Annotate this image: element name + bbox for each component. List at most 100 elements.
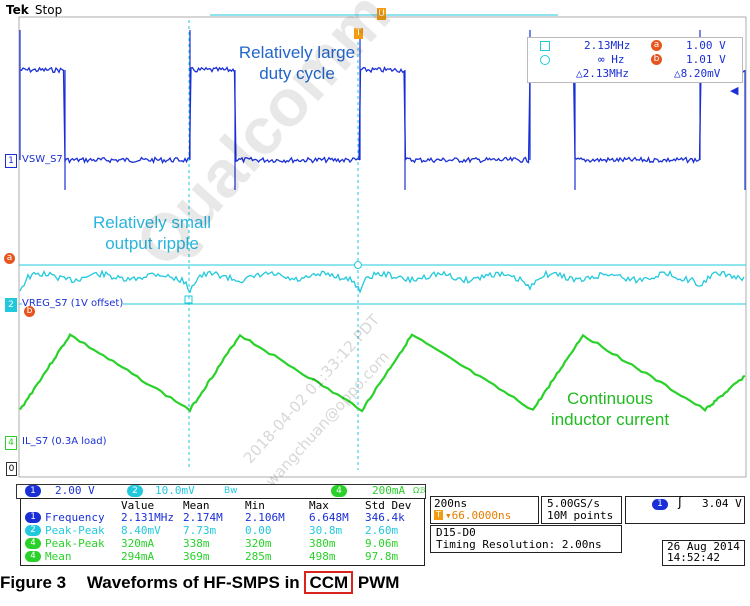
annotation-inductor-line1: Continuous	[566, 389, 653, 408]
digital-box[interactable]: D15-D0 Timing Resolution: 2.00ns	[430, 525, 622, 553]
measurement-mean: 338m	[183, 537, 210, 550]
measurement-min: 2.106M	[245, 511, 285, 524]
cursor-a-marker-icon[interactable]: a	[4, 253, 15, 264]
measurement-mean: 369m	[183, 550, 210, 563]
arrow-left-icon: ◀	[730, 84, 739, 97]
ch4-marker-icon[interactable]: 4	[5, 436, 17, 450]
readout-r3-left: △2.13MHz	[576, 67, 629, 80]
cursor-a-badge-icon: a	[651, 40, 662, 51]
measurement-mean: 7.73m	[183, 524, 217, 537]
channel-scale-bar: 1 2.00 V 2 10.0mV Bw 4 200mA Ωℬ	[16, 484, 426, 499]
top-marker-icon[interactable]: U	[377, 8, 386, 20]
measurement-name: Peak-Peak	[45, 537, 105, 550]
oscilloscope-screen: Tek Stop U T 2.13MHz a 1.00 V ∞ Hz b 1.0…	[4, 0, 747, 566]
measurement-name: Mean	[45, 550, 72, 563]
trigger-box[interactable]: 1 ʃ 3.04 V	[625, 495, 745, 524]
time-per-div: 200ns	[434, 497, 468, 510]
caption-suffix: PWM	[357, 573, 400, 592]
timebase-box[interactable]: 200ns T ▾66.0000ns	[430, 496, 539, 524]
measurement-table: Value Mean Min Max Std Dev 1 Frequency 2.131MH…	[20, 498, 425, 566]
scale-ch2-icon[interactable]: 2	[127, 485, 143, 497]
measurement-header-1: Value	[121, 499, 155, 512]
measurement-header-2: Mean	[183, 499, 210, 512]
annotation-ripple-line1: Relatively small	[92, 213, 212, 232]
measurement-min: 0.00	[245, 524, 272, 537]
measurement-value: 2.131MHz	[121, 511, 174, 524]
cursor-b-badge-icon: b	[651, 54, 662, 65]
measurement-value: 8.40mV	[121, 524, 161, 537]
annotation-duty-line1: Relatively large	[238, 43, 356, 62]
measurement-channel-icon: 2	[25, 525, 41, 536]
ch4-trace	[19, 333, 746, 413]
square-cursor-icon	[540, 41, 550, 51]
measurement-std: 97.8m	[365, 550, 399, 563]
measurement-min: 285m	[245, 550, 272, 563]
trigger-slope-icon: ʃ	[678, 495, 683, 510]
ch1-label: VSW_S7	[22, 154, 63, 165]
ch4-label: IL_S7 (0.3A load)	[22, 436, 107, 447]
cursor-handle-right[interactable]	[354, 261, 362, 269]
measurement-mean: 2.174M	[183, 511, 223, 524]
measurement-header-5: Std Dev	[365, 499, 412, 512]
scale-ch1-icon[interactable]: 1	[25, 485, 41, 497]
brand-logo: Tek	[6, 3, 29, 17]
timing-resolution: Timing Resolution: 2.00ns	[436, 538, 602, 551]
ch2-trace	[19, 269, 745, 294]
measurement-header-3: Min	[245, 499, 265, 512]
measurement-max: 380m	[309, 537, 336, 550]
scale-ch1-value[interactable]: 2.00 V	[55, 484, 95, 497]
ground-reference-icon: 0	[6, 462, 17, 476]
measurement-std: 2.60m	[365, 524, 399, 537]
readout-r2-right: 1.01 V	[686, 53, 726, 66]
scope-header: Tek Stop	[6, 3, 62, 17]
measurement-max: 498m	[309, 550, 336, 563]
bandwidth-limit-icon: Bw	[224, 486, 238, 496]
readout-r2-left: ∞ Hz	[598, 53, 625, 66]
trigger-offset-icon: T	[434, 510, 443, 520]
record-length: 10M points	[547, 509, 614, 522]
acquisition-status: Stop	[34, 3, 63, 17]
probe-icon: Ωℬ	[413, 486, 426, 495]
readout-r3-right: △8.20mV	[674, 67, 721, 80]
annotation-inductor-line2: inductor current	[550, 410, 670, 429]
measurement-header-4: Max	[309, 499, 329, 512]
circle-cursor-icon	[540, 55, 550, 65]
cursor-readout-box: 2.13MHz a 1.00 V ∞ Hz b 1.01 V △2.13MHz …	[527, 37, 743, 83]
trigger-position-icon[interactable]: T	[354, 28, 363, 39]
cursor-handle-left[interactable]	[184, 295, 193, 304]
sample-rate: 5.00GS/s	[547, 497, 600, 510]
measurement-value: 294mA	[121, 550, 155, 563]
date-display: 26 Aug 2014	[667, 540, 740, 553]
scale-ch2-value[interactable]: 10.0mV	[155, 484, 195, 497]
annotation-inductor-current: Continuous inductor current	[530, 388, 690, 430]
annotation-duty-cycle: Relatively large duty cycle	[217, 42, 377, 84]
caption-boxed-term: CCM	[304, 571, 354, 594]
acquisition-box[interactable]: 5.00GS/s 10M points	[541, 496, 622, 524]
measurement-min: 320m	[245, 537, 272, 550]
ch2-label: VREG_S7 (1V offset)	[22, 298, 124, 309]
annotation-ripple-line2: output ripple	[105, 234, 199, 253]
scale-ch4-icon[interactable]: 4	[331, 485, 347, 497]
measurement-max: 6.648M	[309, 511, 349, 524]
measurement-value: 320mA	[121, 537, 155, 550]
trigger-source-icon: 1	[652, 499, 668, 510]
trigger-position: ▾66.0000ns	[445, 509, 512, 522]
cursor-b-marker-icon[interactable]: b	[24, 306, 35, 317]
measurement-std: 9.06m	[365, 537, 399, 550]
waveform-area	[18, 14, 747, 478]
time-display: 14:52:42	[667, 551, 720, 564]
ch1-marker-icon[interactable]: 1	[5, 154, 17, 168]
digital-channels: D15-D0	[436, 526, 476, 539]
measurement-name: Frequency	[45, 511, 105, 524]
scale-ch4-value[interactable]: 200mA	[372, 484, 406, 497]
caption-text: Waveforms of HF-SMPS in	[86, 573, 300, 592]
ch1-trace	[19, 66, 745, 165]
annotation-duty-line2: duty cycle	[259, 64, 335, 83]
trigger-level: 3.04 V	[702, 497, 742, 510]
ch2-marker-icon[interactable]: 2	[5, 298, 17, 312]
figure-caption: Figure 3 Waveforms of HF-SMPS in CCM PWM	[0, 571, 400, 594]
datetime-box: 26 Aug 2014 14:52:42	[662, 540, 745, 566]
measurement-channel-icon: 4	[25, 551, 41, 562]
measurement-std: 346.4k	[365, 511, 405, 524]
measurement-name: Peak-Peak	[45, 524, 105, 537]
